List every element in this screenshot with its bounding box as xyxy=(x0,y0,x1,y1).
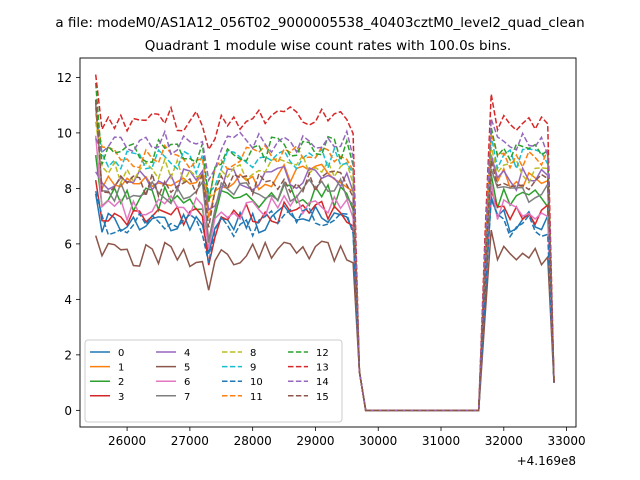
x-offset-label: +4.169e8 xyxy=(517,454,576,468)
legend-label-9: 9 xyxy=(250,363,256,374)
chart-suptitle: a file: modeM0/AS1A12_056T02_9000005538_… xyxy=(55,15,584,31)
legend-label-15: 15 xyxy=(316,392,329,403)
y-tick-label: 2 xyxy=(64,348,72,362)
legend-label-12: 12 xyxy=(316,348,329,359)
y-tick-label: 0 xyxy=(64,404,72,418)
series-line-13 xyxy=(94,74,555,412)
x-tick-label: 33000 xyxy=(547,434,585,448)
x-tick-label: 30000 xyxy=(359,434,397,448)
legend-label-1: 1 xyxy=(118,363,124,374)
x-tick-label: 29000 xyxy=(296,434,334,448)
legend-label-3: 3 xyxy=(118,392,124,403)
plot-frame xyxy=(79,57,577,428)
y-tick-label: 4 xyxy=(64,293,72,307)
x-tick-label: 26000 xyxy=(108,434,146,448)
legend-label-10: 10 xyxy=(250,377,263,388)
legend-label-0: 0 xyxy=(118,348,124,359)
series-lines xyxy=(94,74,555,412)
legend-label-6: 6 xyxy=(184,377,190,388)
legend-label-8: 8 xyxy=(250,348,256,359)
chart-title: Quadrant 1 module wise count rates with … xyxy=(145,38,511,54)
y-tick-label: 12 xyxy=(57,71,72,85)
y-axis: 0 2 4 6 8 10 12 xyxy=(57,71,80,418)
legend-label-7: 7 xyxy=(184,392,190,403)
legend-label-13: 13 xyxy=(316,363,329,374)
series-line-14 xyxy=(95,118,555,412)
series-line-10 xyxy=(94,191,555,412)
x-tick-label: 28000 xyxy=(234,434,272,448)
legend-label-11: 11 xyxy=(250,392,263,403)
legend-label-5: 5 xyxy=(184,363,190,374)
y-tick-label: 10 xyxy=(57,126,72,140)
y-tick-label: 6 xyxy=(64,237,72,251)
x-tick-label: 31000 xyxy=(422,434,460,448)
y-tick-label: 8 xyxy=(64,182,72,196)
legend-frame xyxy=(84,339,343,423)
legend-label-14: 14 xyxy=(316,377,329,388)
x-tick-label: 27000 xyxy=(171,434,209,448)
x-axis: 26000 27000 28000 29000 30000 31000 32000 33000 xyxy=(108,427,586,448)
series-line-12 xyxy=(94,82,555,412)
legend-label-2: 2 xyxy=(118,377,124,388)
legend-label-4: 4 xyxy=(184,348,190,359)
series-line-15 xyxy=(94,99,555,412)
x-tick-label: 32000 xyxy=(485,434,523,448)
